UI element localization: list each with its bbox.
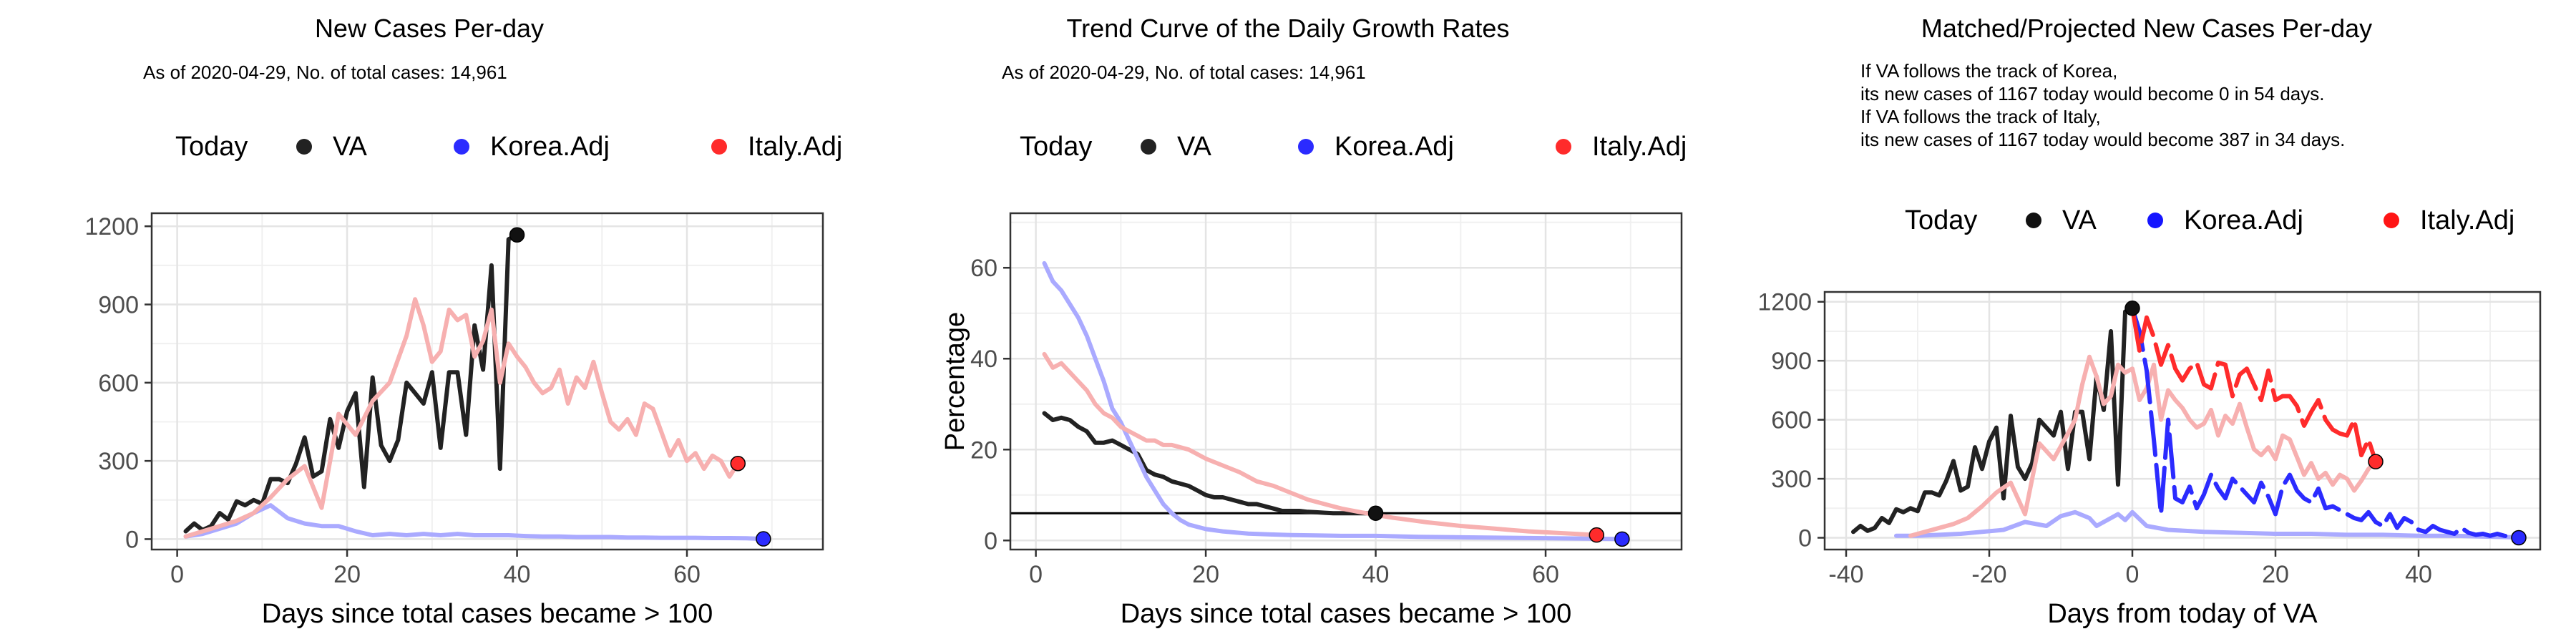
chart-title: Matched/Projected New Cases Per-day xyxy=(1921,14,2372,43)
y-tick-label: 20 xyxy=(970,436,997,464)
today-point-va xyxy=(509,227,525,243)
today-point-korea-adj xyxy=(1614,531,1630,547)
x-axis-label: Days from today of VA xyxy=(2047,599,2318,629)
series-line-italy-adj-projected xyxy=(2130,306,2378,464)
legend-marker-italy xyxy=(711,139,727,155)
annotation-line: its new cases of 1167 today would become… xyxy=(1860,129,2345,150)
x-tick-label: 0 xyxy=(2126,561,2140,588)
x-tick-label: 20 xyxy=(333,561,361,588)
x-tick-label: 40 xyxy=(504,561,531,588)
y-tick-label: 300 xyxy=(1771,466,1812,493)
legend-label-korea: Korea.Adj xyxy=(490,132,610,162)
x-tick-label: -20 xyxy=(1971,561,2006,588)
chart-panel-projected: Matched/Projected New Cases Per-day If VA… xyxy=(1717,0,2576,644)
legend-marker-italy xyxy=(2384,213,2399,228)
legend-marker-italy xyxy=(1556,139,1571,155)
legend-label-va: VA xyxy=(1177,132,1212,162)
legend-label-va: VA xyxy=(2062,205,2097,235)
x-tick-label: -40 xyxy=(1828,561,1863,588)
plot-border xyxy=(1823,291,2542,551)
x-axis-label: Days since total cases became > 100 xyxy=(1121,599,1572,629)
chart-new-cases: New Cases Per-day As of 2020-04-29, No. o… xyxy=(84,14,842,629)
annotation-line: its new cases of 1167 today would become… xyxy=(1860,83,2324,104)
today-point-italy-adj xyxy=(2368,454,2384,469)
legend-title: Today xyxy=(1905,205,1977,235)
legend-title: Today xyxy=(175,132,248,162)
plot-border xyxy=(1009,212,1683,551)
chart-panel-growth-rates: Trend Curve of the Daily Growth Rates As … xyxy=(859,0,1717,644)
plot-border xyxy=(150,212,824,551)
x-tick-label: 40 xyxy=(2405,561,2432,588)
legend-marker-korea xyxy=(1298,139,1314,155)
annotation-line: If VA follows the track of Italy, xyxy=(1860,106,2101,127)
series-line-va xyxy=(1042,411,1378,516)
x-tick-label: 0 xyxy=(170,561,184,588)
y-tick-label: 600 xyxy=(98,370,139,397)
y-tick-label: 1200 xyxy=(84,213,139,240)
y-tick-label: 0 xyxy=(984,527,997,555)
series-line-korea-adj xyxy=(1042,260,1624,542)
y-tick-label: 0 xyxy=(125,526,139,553)
x-axis-label: Days since total cases became > 100 xyxy=(262,599,713,629)
today-point-italy-adj xyxy=(730,456,746,472)
series-line-italy-adj-matched xyxy=(1908,354,2378,538)
x-tick-label: 20 xyxy=(1192,561,1219,588)
legend-label-korea: Korea.Adj xyxy=(2184,205,2303,235)
legend-marker-va xyxy=(296,139,312,155)
series-line-italy-adj xyxy=(183,297,741,539)
y-tick-label: 0 xyxy=(1798,525,1812,552)
x-tick-label: 0 xyxy=(1029,561,1043,588)
y-tick-label: 900 xyxy=(98,292,139,319)
chart-title: Trend Curve of the Daily Growth Rates xyxy=(1067,14,1510,43)
chart-subtitle: As of 2020-04-29, No. of total cases: 14… xyxy=(1002,62,1366,83)
y-tick-label: 60 xyxy=(970,255,997,282)
today-point-italy-adj xyxy=(1589,527,1605,543)
y-tick-label: 40 xyxy=(970,346,997,373)
today-point-korea-adj xyxy=(756,531,771,547)
legend-marker-korea xyxy=(454,139,469,155)
today-point-va xyxy=(2124,301,2140,316)
y-tick-label: 1200 xyxy=(1757,289,1812,316)
legend-label-italy: Italy.Adj xyxy=(2420,205,2514,235)
series-line-korea-adj xyxy=(183,503,766,542)
series-line-va xyxy=(1851,306,2135,535)
today-point-korea-adj xyxy=(2511,530,2527,546)
legend-marker-va xyxy=(2026,213,2041,228)
y-tick-label: 600 xyxy=(1771,407,1812,434)
chart-title: New Cases Per-day xyxy=(315,14,544,43)
today-point-va xyxy=(1367,505,1384,521)
x-tick-label: 20 xyxy=(2262,561,2289,588)
y-tick-label: 900 xyxy=(1771,348,1812,375)
x-tick-label: 60 xyxy=(673,561,701,588)
y-axis-label: Percentage xyxy=(940,312,970,451)
chart-subtitle: As of 2020-04-29, No. of total cases: 14… xyxy=(143,62,507,83)
x-tick-label: 60 xyxy=(1532,561,1559,588)
legend-label-italy: Italy.Adj xyxy=(748,132,842,162)
chart-projected: Matched/Projected New Cases Per-day If VA… xyxy=(1757,14,2542,629)
annotation-line: If VA follows the track of Korea, xyxy=(1860,60,2117,82)
series-line-va xyxy=(183,233,519,534)
legend-marker-va xyxy=(1141,139,1156,155)
legend-label-korea: Korea.Adj xyxy=(1335,132,1454,162)
legend-marker-korea xyxy=(2147,213,2163,228)
legend-label-va: VA xyxy=(333,132,368,162)
series-line-italy-adj xyxy=(1042,351,1599,537)
legend-title: Today xyxy=(1020,132,1092,162)
chart-panel-new-cases: New Cases Per-day As of 2020-04-29, No. o… xyxy=(0,0,859,644)
series-line-korea-adj-matched xyxy=(1894,509,2521,540)
chart-growth-rates: Trend Curve of the Daily Growth Rates As … xyxy=(940,14,1687,629)
x-tick-label: 40 xyxy=(1362,561,1390,588)
series-line-korea-adj-projected xyxy=(2130,306,2521,540)
y-tick-label: 300 xyxy=(98,448,139,475)
legend-label-italy: Italy.Adj xyxy=(1592,132,1687,162)
